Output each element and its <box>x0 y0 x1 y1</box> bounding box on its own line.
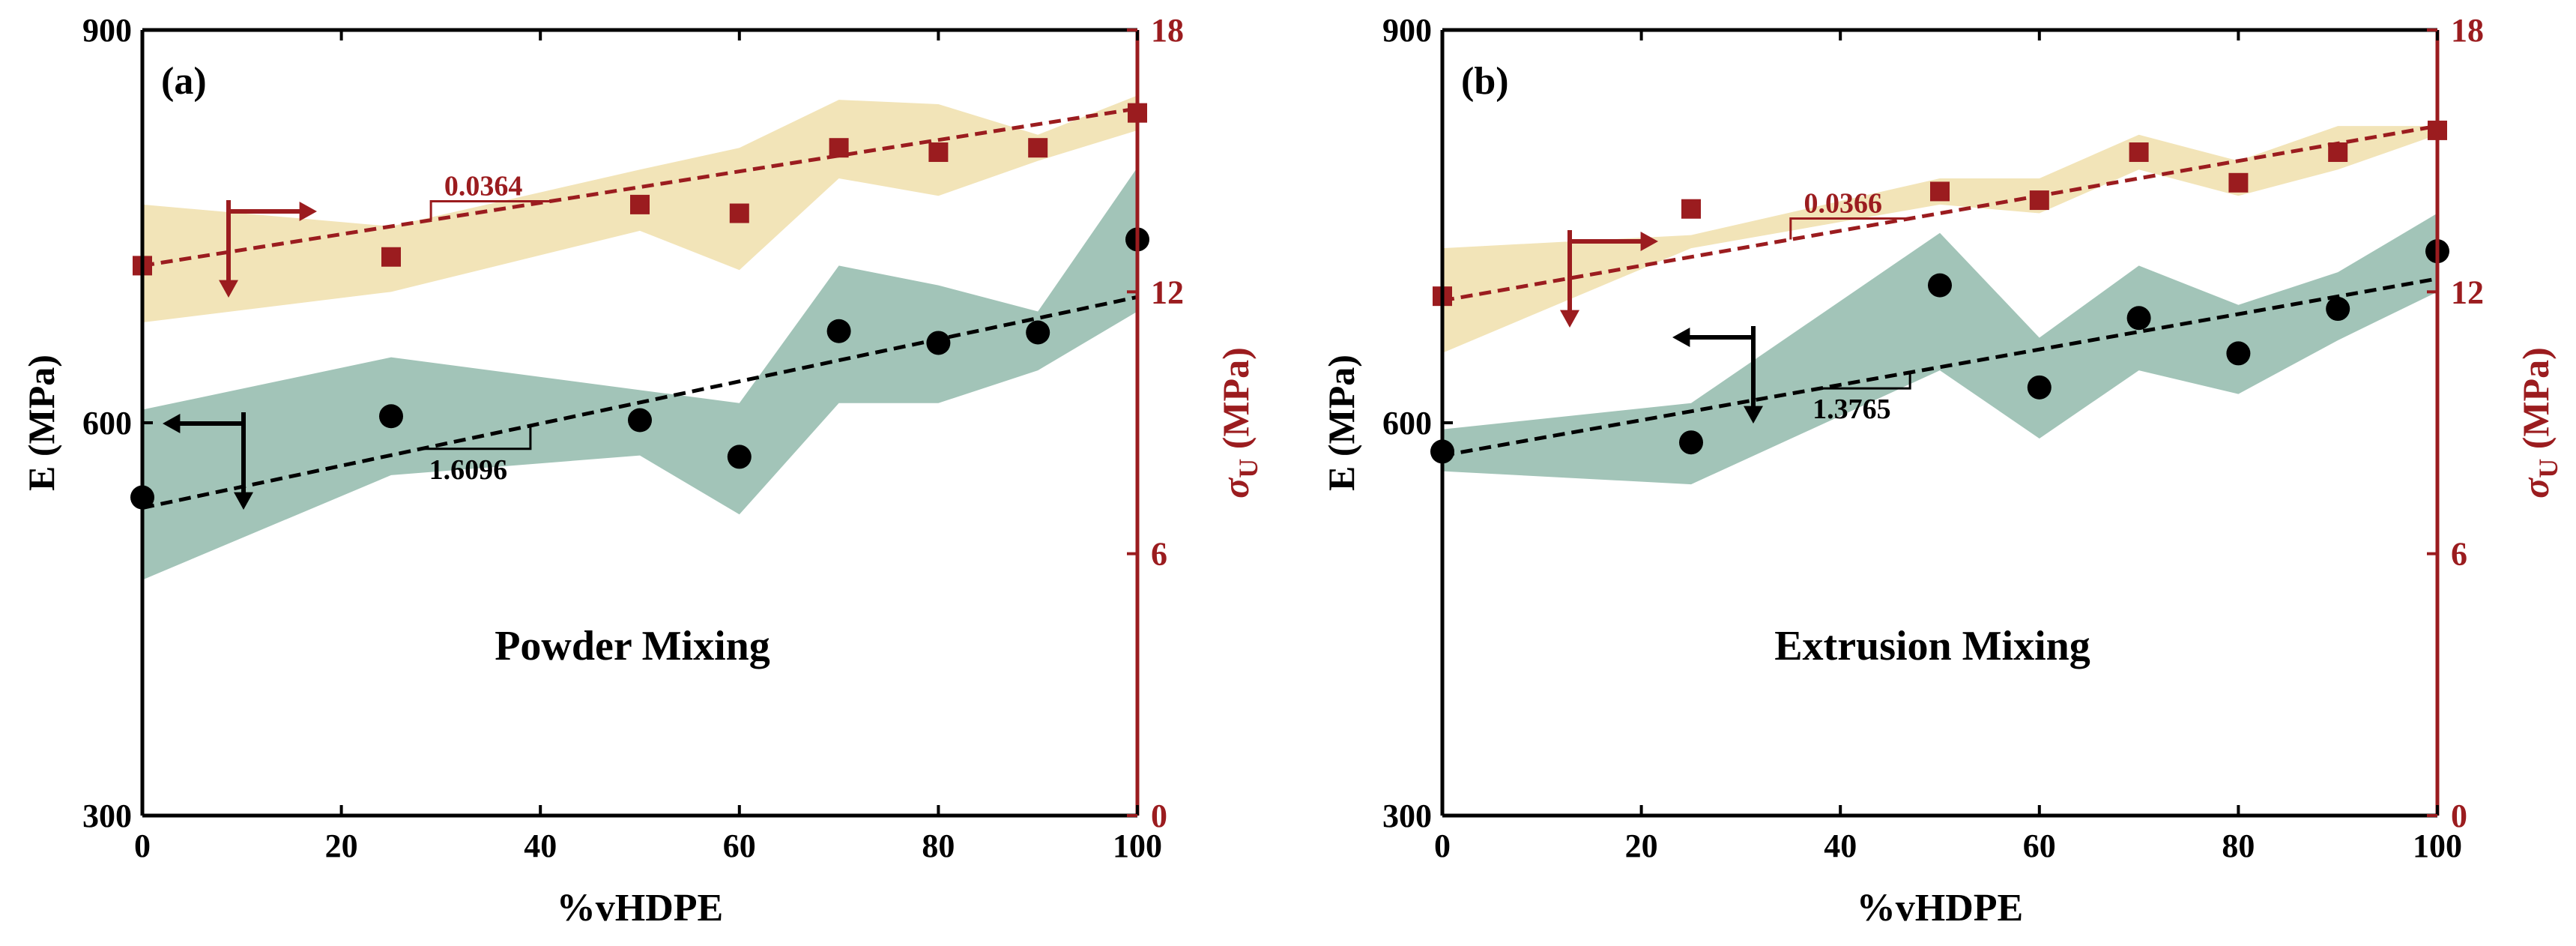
modulus-point <box>2226 341 2251 366</box>
left-y-tick-label: 300 <box>1382 798 1432 834</box>
modulus-axis-arrow-head <box>163 414 181 433</box>
strength-point <box>381 247 401 267</box>
left-y-tick-label: 900 <box>82 12 132 49</box>
x-tick-label: 100 <box>2413 828 2462 864</box>
modulus-fit-line <box>142 295 1137 510</box>
x-tick-label: 100 <box>1113 828 1162 864</box>
chart-panel-a: 1.6096 0.0364 0 20 40 60 80 100 300 600 900 0 6 12 18%… <box>20 12 1263 930</box>
x-tick-label: 60 <box>723 828 756 864</box>
strength-point <box>1930 181 1950 202</box>
x-tick-label: 0 <box>134 828 151 864</box>
strength-arrow-down-head <box>1560 310 1579 328</box>
right-y-tick-label: 0 <box>2451 798 2467 834</box>
right-y-axis-label: σU (MPa) <box>1215 347 1263 498</box>
strength-point <box>630 194 650 214</box>
panel-annotation: Extrusion Mixing <box>1774 623 2090 669</box>
x-axis-label: %vHDPE <box>557 887 723 930</box>
x-tick-label: 80 <box>2222 828 2255 864</box>
x-tick-label: 40 <box>524 828 557 864</box>
plot-area <box>1442 124 2437 485</box>
right-y-tick-label: 6 <box>1151 536 1167 573</box>
left-y-axis-label: E (MPa) <box>20 355 62 491</box>
right-y-tick-label: 12 <box>1151 274 1184 310</box>
right-y-tick-label: 18 <box>1151 12 1184 49</box>
modulus-slope-label: 1.3765 <box>1812 394 1891 425</box>
x-tick-label: 20 <box>325 828 358 864</box>
strength-axis-arrow-head <box>1640 232 1658 251</box>
right-y-tick-label: 18 <box>2451 12 2484 49</box>
modulus-point <box>1026 320 1050 345</box>
strength-point <box>928 142 949 163</box>
modulus-point <box>1679 430 1703 455</box>
x-tick-label: 80 <box>922 828 955 864</box>
modulus-point <box>628 408 652 433</box>
x-axis-label: %vHDPE <box>1857 887 2023 930</box>
modulus-point <box>379 404 403 429</box>
modulus-point <box>926 331 951 355</box>
modulus-point <box>826 319 851 343</box>
modulus-error-band <box>142 167 1137 580</box>
strength-point <box>2228 172 2249 193</box>
right-y-axis-label: σU (MPa) <box>2515 347 2563 498</box>
strength-point <box>2129 142 2149 163</box>
strength-slope-label: 0.0364 <box>444 170 523 202</box>
strength-point <box>829 138 849 158</box>
modulus-point <box>2027 375 2052 400</box>
right-y-tick-label: 12 <box>2451 274 2484 310</box>
strength-point <box>1681 199 1701 219</box>
plot-area <box>142 95 1137 580</box>
modulus-point <box>1928 273 1952 298</box>
left-y-tick-label: 600 <box>1382 405 1432 442</box>
modulus-error-band <box>1442 213 2437 485</box>
panel-label: (b) <box>1461 60 1509 103</box>
modulus-arrow-down-head <box>1744 406 1763 424</box>
modulus-arrow-down-head <box>234 492 253 510</box>
panel-annotation: Powder Mixing <box>495 623 770 669</box>
strength-axis-arrow-head <box>299 202 317 221</box>
modulus-point <box>727 445 752 469</box>
right-y-tick-label: 0 <box>1151 798 1167 834</box>
x-tick-label: 40 <box>1824 828 1857 864</box>
x-tick-label: 0 <box>1434 828 1451 864</box>
strength-point <box>1028 138 1048 158</box>
strength-slope-label: 0.0366 <box>1804 188 1883 220</box>
chart-panel-b: 1.3765 0.0366 0 20 40 60 80 100 300 600 900 0 6 12 18%… <box>1320 12 2563 930</box>
left-y-tick-label: 900 <box>1382 12 1432 49</box>
left-y-axis-label: E (MPa) <box>1320 355 1362 491</box>
modulus-slope-triangle <box>420 425 532 451</box>
modulus-slope-triangle <box>1820 372 1911 390</box>
strength-slope-triangle <box>1789 217 1911 240</box>
panel-label: (a) <box>161 60 207 103</box>
right-y-tick-label: 6 <box>2451 536 2467 573</box>
modulus-slope-label: 1.6096 <box>429 454 508 486</box>
x-tick-label: 60 <box>2023 828 2056 864</box>
strength-point <box>729 203 749 223</box>
strength-slope-triangle <box>429 199 551 220</box>
strength-arrow-down-head <box>219 280 238 298</box>
strength-point <box>2029 190 2049 211</box>
modulus-axis-arrow-head <box>1672 328 1690 347</box>
modulus-point <box>2126 306 2151 331</box>
left-y-tick-label: 300 <box>82 798 132 834</box>
strength-point <box>2328 142 2348 163</box>
left-y-tick-label: 600 <box>82 405 132 442</box>
modulus-point <box>2326 297 2350 322</box>
x-tick-label: 20 <box>1625 828 1658 864</box>
